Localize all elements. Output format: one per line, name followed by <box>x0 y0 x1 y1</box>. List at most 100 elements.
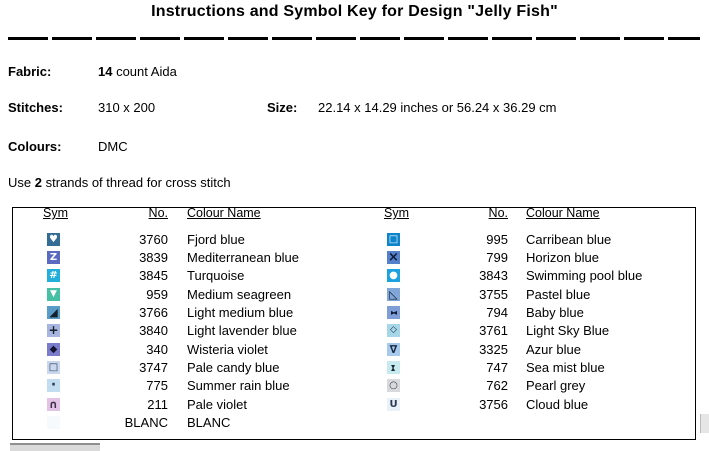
symbol-swatch <box>47 416 60 430</box>
strands-suffix: strands of thread for cross stitch <box>41 175 231 190</box>
symbol-glyph-icon: ∇ <box>389 342 398 356</box>
key-row: × 799 Horizon blue <box>387 248 687 266</box>
symbol-glyph-icon: Z <box>49 252 58 264</box>
symbol-glyph-icon: □ <box>388 233 399 245</box>
symbol-glyph-icon: □ <box>48 362 59 374</box>
colour-name: Turquoise <box>187 268 245 284</box>
symbol-glyph-icon: ▼ <box>50 288 57 299</box>
symbol-glyph-icon: U <box>389 398 398 410</box>
symbol-swatch: + <box>47 324 60 338</box>
symbol-glyph-icon: ♥ <box>49 233 58 245</box>
thread-number: 340 <box>146 341 168 357</box>
symbol-swatch: ♥ <box>47 232 60 246</box>
key-row: ∇ 3325 Azur blue <box>387 340 687 358</box>
symbol-swatch: ▸◂ <box>387 306 400 320</box>
thread-number: 747 <box>486 360 508 376</box>
thread-number: 3766 <box>139 305 168 321</box>
symbol-swatch: ◇ <box>387 324 400 338</box>
symbol-swatch: ∩ <box>47 397 60 411</box>
title-divider-line <box>8 37 700 40</box>
symbol-glyph-icon: ▸◂ <box>390 308 397 318</box>
key-row: ○ 762 Pearl grey <box>387 377 687 395</box>
symbol-swatch: ▸◂ <box>387 361 400 375</box>
key-row: +3840 Light lavender blue <box>47 322 347 340</box>
colour-name: Wisteria violet <box>187 341 268 357</box>
symbol-glyph-icon: × <box>388 251 399 265</box>
stitches-row: Stitches: 310 x 200 Size: 22.14 x 14.29 … <box>8 100 557 115</box>
symbol-glyph-icon: ○ <box>389 380 398 392</box>
colours-row: Colours: DMC <box>8 139 128 154</box>
symbol-glyph-icon: + <box>48 324 59 338</box>
colour-name: Cloud blue <box>526 396 589 412</box>
key-row: □ 995 Carribean blue <box>387 230 687 248</box>
symbol-swatch: ∇ <box>387 342 400 356</box>
key-row: #3845 Turquoise <box>47 267 347 285</box>
colour-name: Light Sky Blue <box>526 323 610 339</box>
thread-number: 995 <box>486 231 508 247</box>
key-row: BLANC BLANC <box>47 413 347 431</box>
key-row: · 775 Summer rain blue <box>47 377 347 395</box>
size-value: 22.14 x 14.29 inches or 56.24 x 36.29 cm <box>318 100 557 115</box>
symbol-swatch: □ <box>387 232 400 246</box>
key-row: U 3756 Cloud blue <box>387 395 687 413</box>
key-row: □ 3747 Pale candy blue <box>47 358 347 376</box>
colour-name: Pastel blue <box>526 286 591 302</box>
symbol-swatch: Z <box>47 251 60 265</box>
stitches-value: 310 x 200 <box>98 100 156 115</box>
thread-number: 3840 <box>139 323 168 339</box>
colour-name: Swimming pool blue <box>526 268 643 284</box>
thread-number: 799 <box>486 250 508 266</box>
key-row: ◺ 3755 Pastel blue <box>387 285 687 303</box>
strands-prefix: Use <box>8 175 35 190</box>
symbol-glyph-icon: ∩ <box>49 397 58 411</box>
thread-number: 3843 <box>479 268 508 284</box>
key-row: ♥ 3760 Fjord blue <box>47 230 347 248</box>
header-no-right: No. <box>488 206 508 220</box>
symbol-key-table <box>12 207 696 440</box>
fabric-row: Fabric: 14 count Aida <box>8 64 177 79</box>
header-no-left: No. <box>148 206 168 220</box>
thread-number: 211 <box>147 396 168 412</box>
key-row: ● 3843 Swimming pool blue <box>387 267 687 285</box>
symbol-swatch: ○ <box>387 379 400 393</box>
key-row: ▼ 959 Medium seagreen <box>47 285 347 303</box>
key-row: ◆ 340 Wisteria violet <box>47 340 347 358</box>
colour-name: Pale violet <box>187 396 247 412</box>
thread-number: 775 <box>146 378 168 394</box>
key-row: ▸◂ 747 Sea mist blue <box>387 358 687 376</box>
symbol-swatch: ▼ <box>47 287 60 301</box>
size-label: Size: <box>267 100 298 115</box>
symbol-swatch: □ <box>47 361 60 375</box>
page-title: Instructions and Symbol Key for Design "… <box>151 3 558 20</box>
key-row: ∩ 211 Pale violet <box>47 395 347 413</box>
symbol-glyph-icon: · <box>50 379 57 393</box>
partial-ui-fragment-right-edge <box>700 414 709 433</box>
colour-name: Sea mist blue <box>526 360 605 376</box>
key-row: ◇ 3761 Light Sky Blue <box>387 322 687 340</box>
partial-ui-fragment-bottom-left <box>10 443 100 451</box>
stitches-label: Stitches: <box>8 100 63 115</box>
thread-number: 794 <box>486 305 508 321</box>
colour-name: BLANC <box>187 415 231 431</box>
key-rows-left: ♥ 3760 Fjord blue Z 3839 Mediterranean blue #3… <box>47 230 347 432</box>
symbol-glyph-icon: ◇ <box>390 325 397 336</box>
symbol-swatch: ● <box>387 269 400 283</box>
symbol-glyph-icon: ● <box>389 270 398 282</box>
thread-number: 3756 <box>479 396 508 412</box>
thread-number: 959 <box>146 286 168 302</box>
fabric-label: Fabric: <box>8 64 52 79</box>
symbol-glyph-icon: ◢ <box>49 306 58 320</box>
thread-number: 3755 <box>479 286 508 302</box>
colour-name: Baby blue <box>526 305 584 321</box>
colour-name: Summer rain blue <box>187 378 290 394</box>
thread-number: 3325 <box>479 341 508 357</box>
header-name-right: Colour Name <box>526 206 600 220</box>
symbol-glyph-icon: ◺ <box>389 287 398 301</box>
symbol-glyph-icon: # <box>49 270 58 282</box>
colours-value: DMC <box>98 139 128 154</box>
symbol-swatch: ◆ <box>47 342 60 356</box>
symbol-swatch: ◢ <box>47 306 60 320</box>
colour-name: Light lavender blue <box>187 323 297 339</box>
fabric-value: 14 count Aida <box>98 64 177 79</box>
